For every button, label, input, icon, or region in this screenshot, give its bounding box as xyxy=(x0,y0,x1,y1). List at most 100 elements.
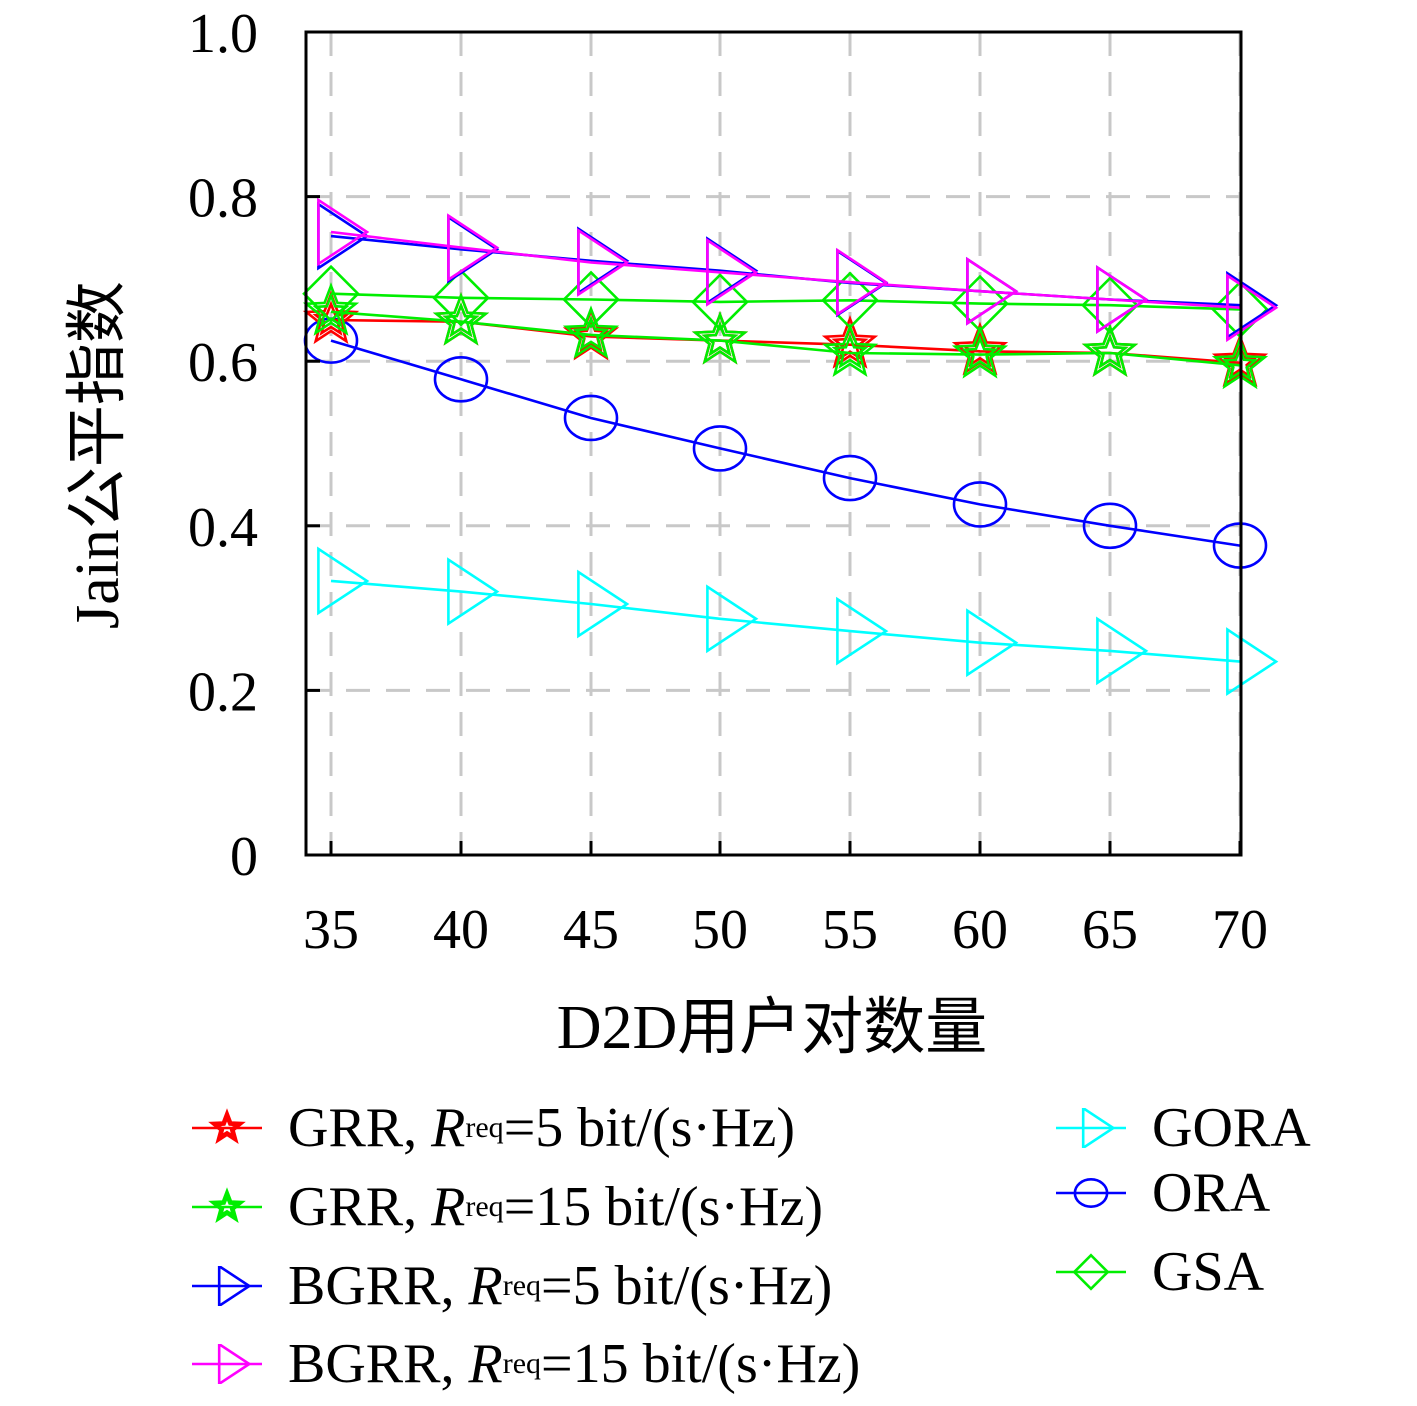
legend-diamond-icon xyxy=(1056,1253,1126,1291)
series-grr xyxy=(302,282,1269,390)
legend-label: GORA xyxy=(1152,1097,1311,1159)
star-marker-inner xyxy=(961,335,999,371)
circle-marker xyxy=(822,454,878,502)
y-tick-label: 0.2 xyxy=(188,661,258,723)
diamond-marker xyxy=(302,264,360,323)
triangle-marker xyxy=(706,584,759,654)
star-marker xyxy=(432,292,490,346)
circle-marker xyxy=(433,356,489,403)
triangle-marker xyxy=(217,1344,252,1384)
series-line xyxy=(330,579,1241,663)
x-axis-label: D2D用户对数量 xyxy=(557,994,988,1062)
series-line xyxy=(330,292,1241,311)
triangle-marker xyxy=(217,1266,252,1306)
star-marker xyxy=(208,1108,246,1144)
diamond-marker xyxy=(562,270,620,329)
y-tick-label: 0.8 xyxy=(188,168,258,230)
triangle-marker xyxy=(1226,627,1279,697)
x-tick-label: 45 xyxy=(563,899,619,961)
x-tick-label: 50 xyxy=(692,899,748,961)
triangle-marker xyxy=(447,213,500,283)
triangle-marker xyxy=(1081,1108,1116,1148)
star-marker-inner xyxy=(214,1114,240,1139)
triangle-marker xyxy=(317,197,370,267)
legend-triangle-right-icon xyxy=(1056,1108,1126,1148)
legend-star-icon xyxy=(192,1108,262,1144)
legend-label: GSA xyxy=(1152,1241,1265,1303)
circle-marker xyxy=(1073,1178,1109,1208)
triangle-marker xyxy=(966,256,1019,326)
star-marker-inner xyxy=(1091,333,1129,369)
triangle-marker xyxy=(966,608,1019,678)
legend-rate: =15 bit/(s·Hz) xyxy=(541,1333,861,1395)
triangle-marker xyxy=(577,569,630,639)
legend-label: ORA xyxy=(1152,1162,1271,1224)
star-marker-inner xyxy=(572,315,610,351)
circle-marker xyxy=(563,394,619,442)
triangle-marker xyxy=(317,546,370,616)
triangle-marker xyxy=(1096,616,1149,686)
legend-r-symbol: R xyxy=(431,1176,466,1238)
series-line xyxy=(330,310,1241,367)
legend-label: GRR, xyxy=(288,1176,418,1238)
star-marker xyxy=(1081,323,1139,377)
legend-superscript: req xyxy=(502,1347,542,1380)
star-marker-inner xyxy=(442,302,480,338)
legend-item-ora: ORA xyxy=(1054,1158,1270,1228)
legend-rate: =5 bit/(s·Hz) xyxy=(541,1255,833,1317)
legend-circle-icon xyxy=(1056,1178,1126,1208)
legend-triangle-right-icon xyxy=(192,1344,262,1384)
x-tick-label: 40 xyxy=(433,899,489,961)
circle-marker xyxy=(692,425,748,472)
legend-item-gsa: GSA xyxy=(1054,1237,1264,1307)
triangle-marker xyxy=(836,247,889,317)
star-marker xyxy=(821,323,879,377)
series-gora xyxy=(317,546,1279,697)
legend-triangle-right-icon xyxy=(192,1266,262,1306)
triangle-marker xyxy=(447,557,500,627)
diamond-marker xyxy=(951,274,1009,333)
x-tick-label: 55 xyxy=(822,899,878,961)
star-marker xyxy=(562,305,620,359)
triangle-marker xyxy=(1226,273,1279,343)
x-tick-label: 35 xyxy=(303,899,359,961)
y-tick-label: 1.0 xyxy=(188,3,258,65)
star-marker xyxy=(208,1187,246,1223)
x-tick-label: 65 xyxy=(1082,899,1138,961)
circle-marker xyxy=(952,481,1008,528)
diamond-marker xyxy=(432,268,490,327)
star-marker-inner xyxy=(312,292,350,328)
line-chart: 35 40 45 50 55 60 65 70 0 0.2 0.4 0.6 0.8 1.0 D2D用户对数… xyxy=(64,3,1279,1062)
star-marker-inner xyxy=(701,321,739,357)
legend-r-symbol: R xyxy=(431,1097,466,1159)
legend-label: GRR, xyxy=(288,1097,418,1159)
legend-r-symbol: R xyxy=(468,1255,503,1317)
triangle-marker xyxy=(836,596,889,666)
series-bgrr xyxy=(317,197,1279,343)
triangle-marker xyxy=(577,228,630,297)
legend-superscript: req xyxy=(465,1111,504,1144)
legend-r-symbol: R xyxy=(468,1333,503,1395)
star-marker xyxy=(562,306,620,361)
circle-marker xyxy=(1082,502,1138,550)
star-marker xyxy=(821,315,879,369)
star-marker-inner xyxy=(214,1193,240,1218)
diamond-marker xyxy=(691,273,749,331)
legend-label: BGRR, xyxy=(288,1255,455,1317)
legend-rate: =5 bit/(s·Hz) xyxy=(503,1097,795,1159)
legend-label: BGRR, xyxy=(288,1333,455,1395)
y-tick-label: 0.4 xyxy=(188,497,258,559)
diamond-marker xyxy=(821,271,879,330)
star-marker-inner xyxy=(831,333,869,369)
x-tick-label: 70 xyxy=(1212,899,1268,961)
y-tick-label: 0.6 xyxy=(188,332,258,394)
series-line xyxy=(330,339,1241,547)
series-layer xyxy=(302,197,1279,697)
series-line xyxy=(330,230,1241,309)
y-tick-label: 0 xyxy=(230,826,258,888)
triangle-marker xyxy=(1096,265,1149,334)
legend-superscript: req xyxy=(502,1269,542,1302)
